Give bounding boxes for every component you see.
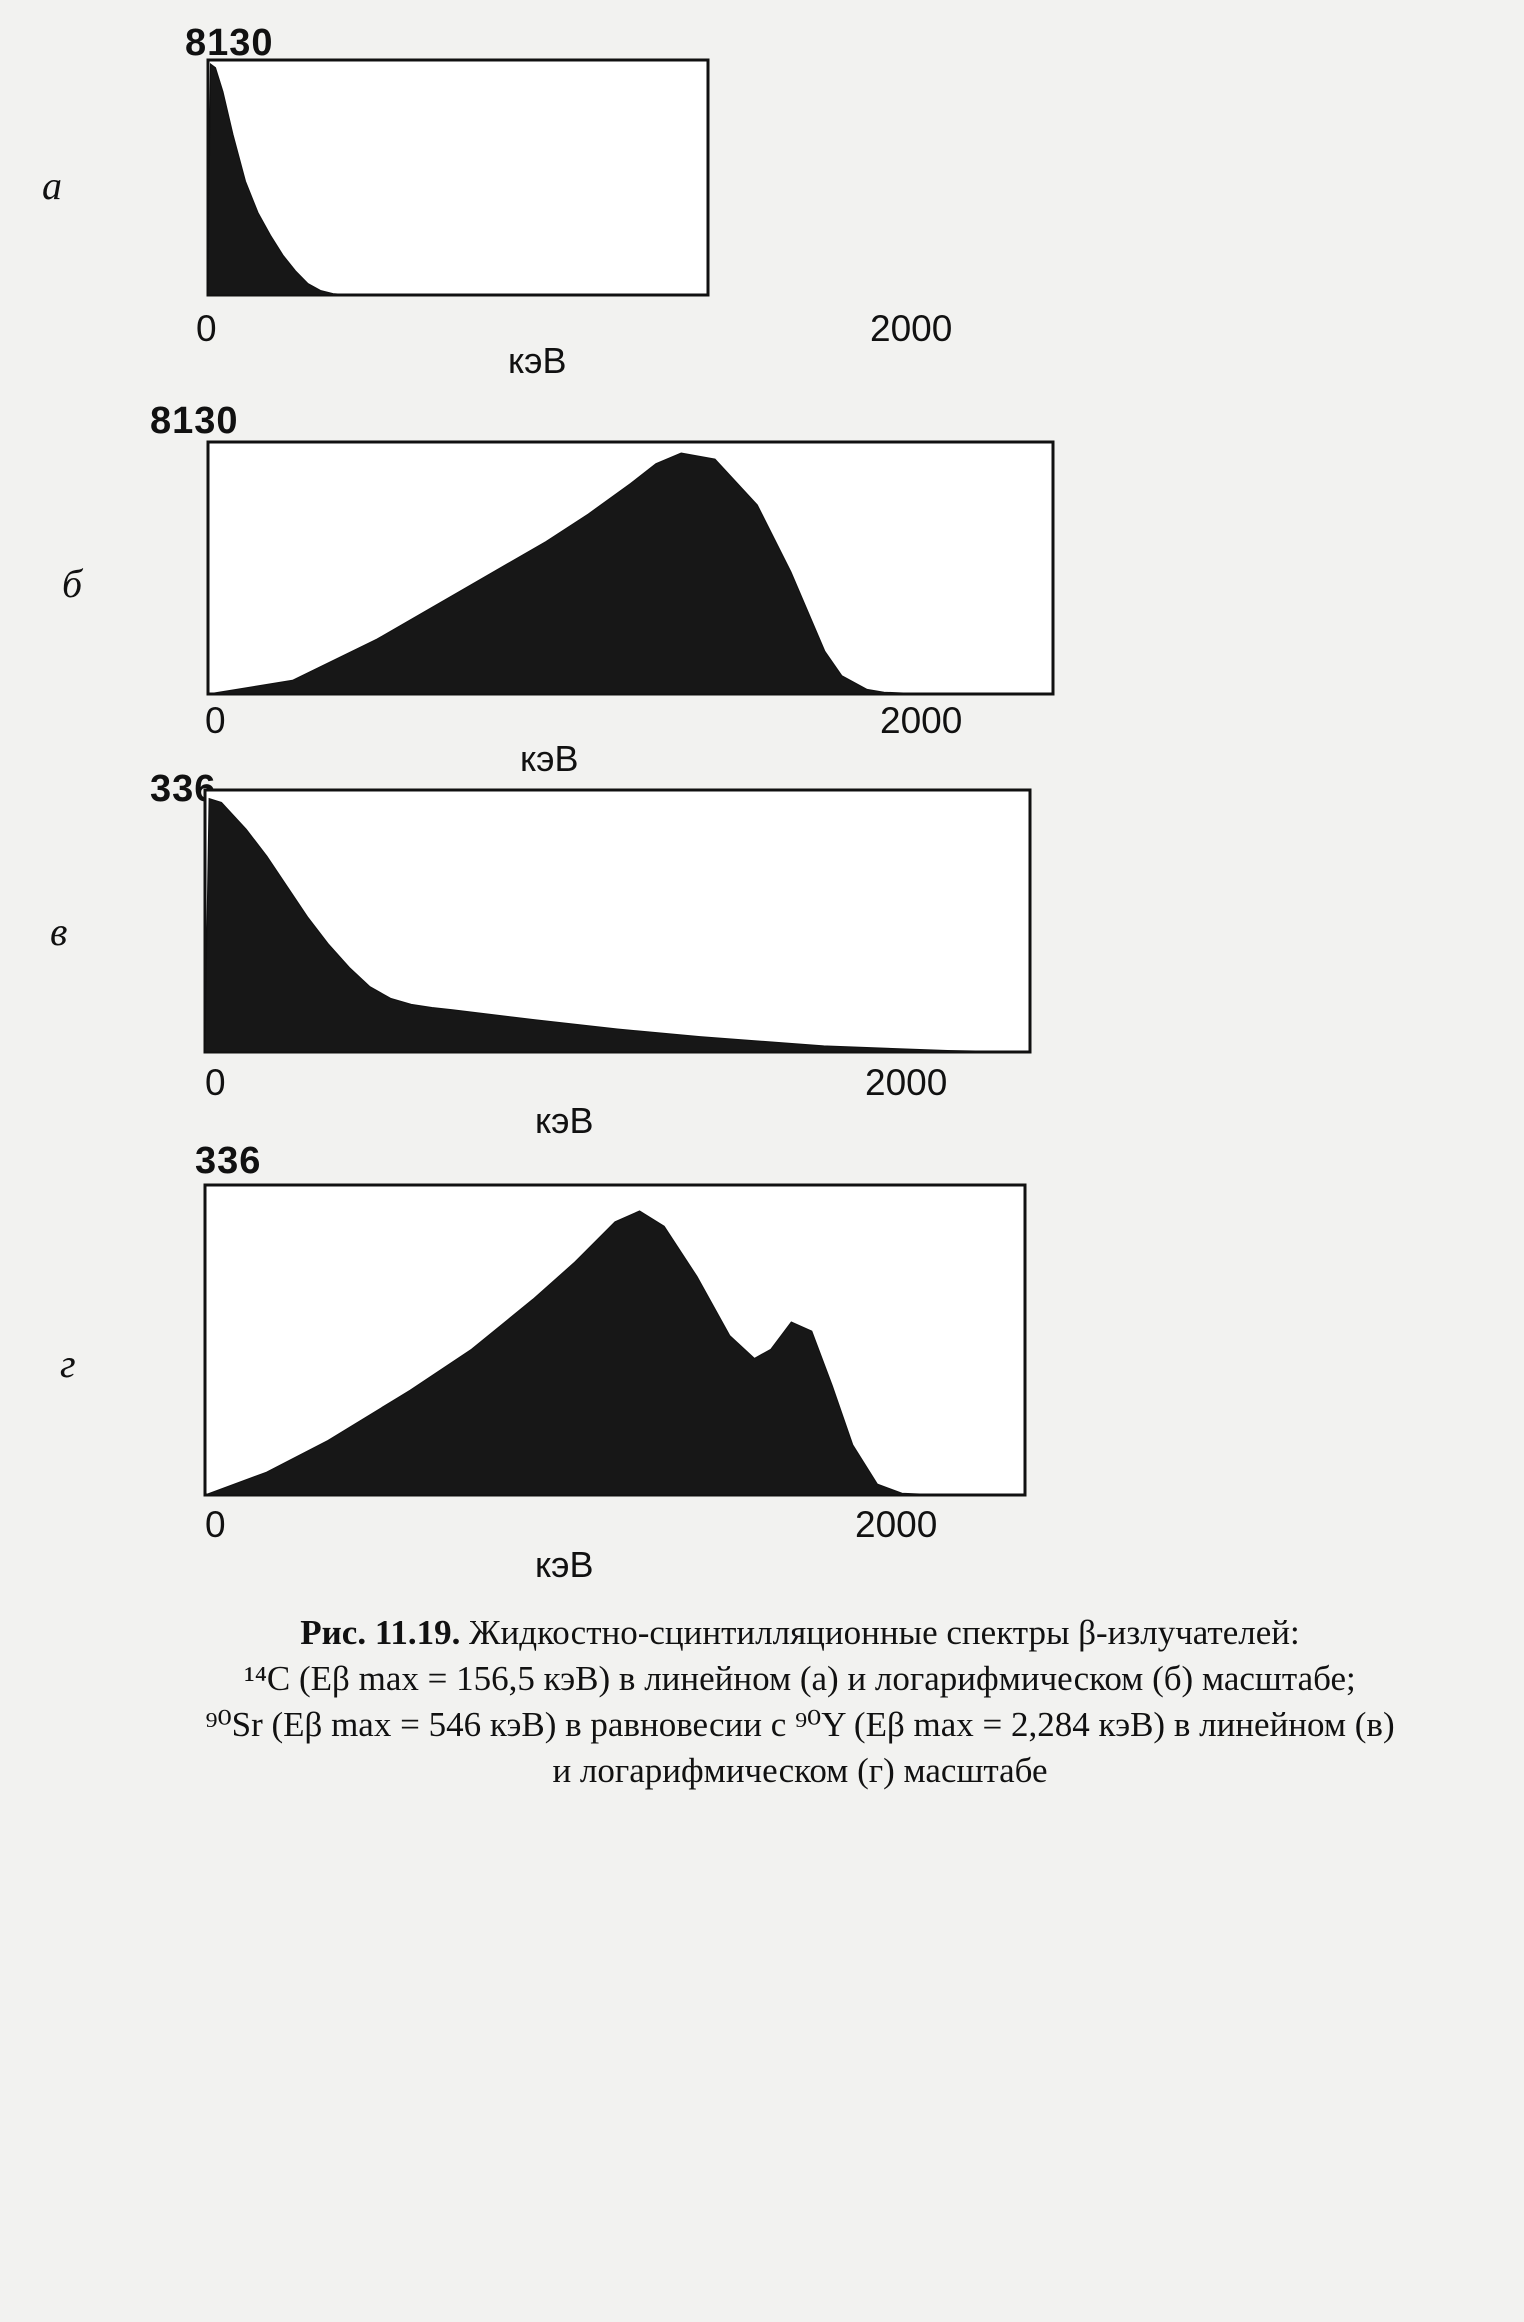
panel-letter-a: а (42, 163, 62, 208)
caption-line-1: Рис. 11.19. Жидкостно-сцинтилляционные с… (150, 1610, 1450, 1656)
panel-letter-d: г (60, 1341, 76, 1386)
x-tick-0-b: 0 (205, 700, 226, 741)
x-tick-0-d: 0 (205, 1504, 226, 1545)
x-axis-unit-c: кэВ (535, 1100, 594, 1141)
spectrum-area-series (207, 63, 708, 296)
spectrum-area-series (204, 797, 1031, 1053)
x-tick-0-c: 0 (205, 1062, 226, 1103)
x-axis-unit-a: кэВ (508, 340, 567, 381)
figure-caption: Рис. 11.19. Жидкостно-сцинтилляционные с… (150, 1610, 1450, 1794)
x-tick-2000-b: 2000 (880, 700, 963, 741)
x-axis-unit-d: кэВ (535, 1544, 594, 1585)
area-chart-c (203, 788, 1032, 1054)
caption-line-3: ⁹⁰Sr (Eβ max = 546 кэВ) в равновесии с ⁹… (205, 1705, 1395, 1744)
x-tick-2000-a: 2000 (870, 308, 953, 349)
caption-title: Жидкостно-сцинтилляционные спектры β-изл… (469, 1613, 1300, 1652)
area-chart-a (206, 58, 710, 297)
panel-letter-c: в (50, 909, 68, 954)
x-tick-2000-d: 2000 (855, 1504, 938, 1545)
spectrum-area-series (207, 452, 1053, 695)
x-axis-unit-b: кэВ (520, 738, 579, 779)
panel-letter-b: б (62, 561, 83, 606)
caption-figure-label: Рис. 11.19. (300, 1613, 461, 1652)
y-max-label-b: 8130 (150, 400, 239, 442)
y-max-label-a: 8130 (185, 22, 274, 64)
caption-line-4: и логарифмическом (г) масштабе (552, 1751, 1048, 1790)
spectrum-area-series (204, 1210, 1025, 1496)
y-max-label-d: 336 (195, 1140, 262, 1182)
x-tick-0-a: 0 (196, 308, 217, 349)
area-chart-d (203, 1183, 1027, 1497)
caption-line-2: ¹⁴C (Eβ max = 156,5 кэВ) в линейном (а) … (244, 1659, 1356, 1698)
x-tick-2000-c: 2000 (865, 1062, 948, 1103)
plot-frame (206, 58, 710, 297)
area-chart-b (206, 440, 1055, 696)
